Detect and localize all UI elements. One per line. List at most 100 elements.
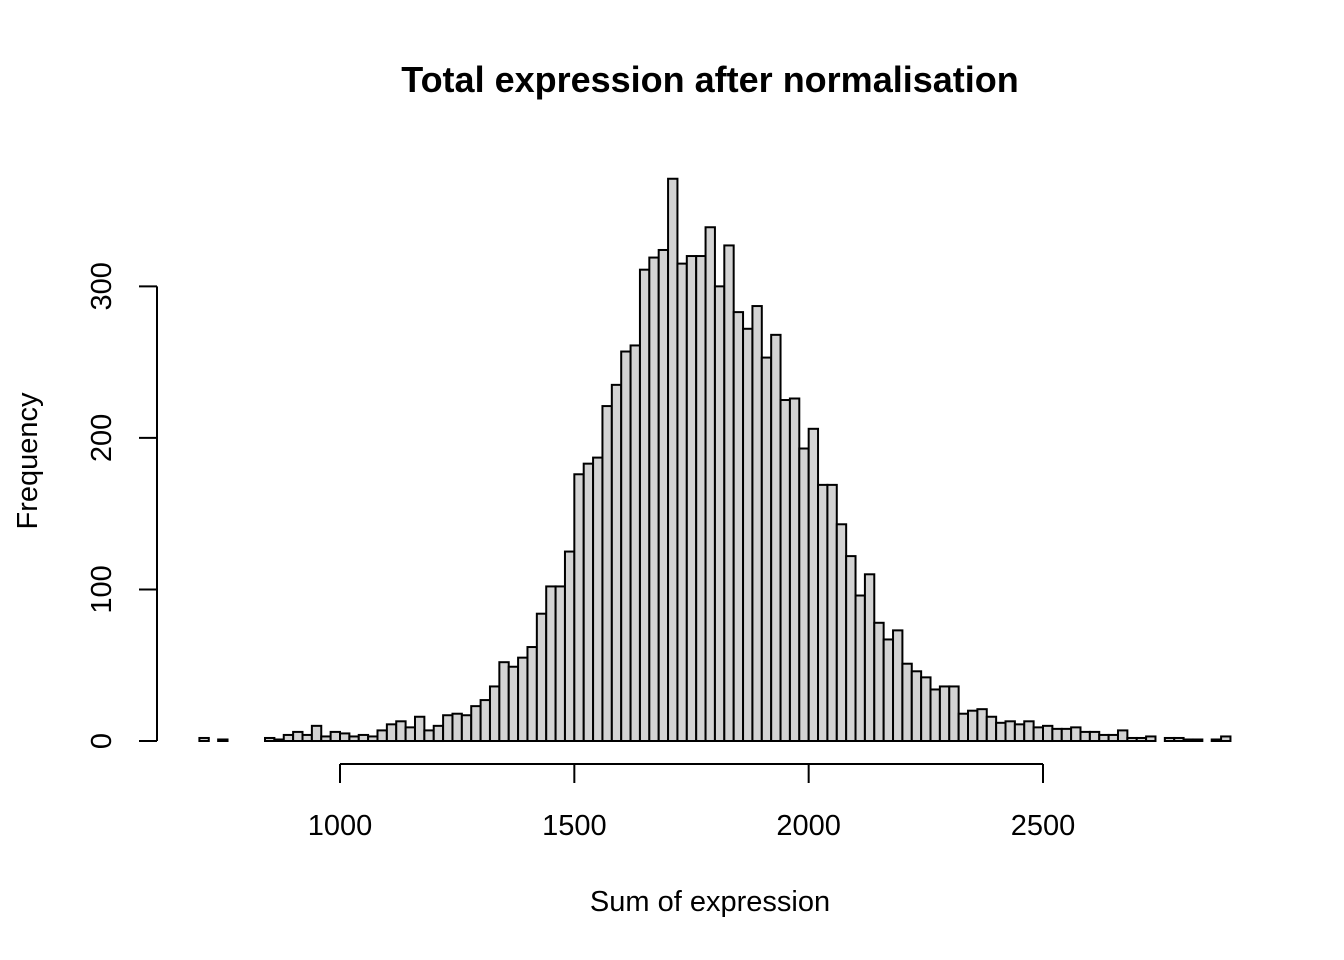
histogram-bar [995,721,1007,742]
x-axis: 1000 1500 2000 2500 [308,763,1076,842]
histogram-bar [1004,720,1016,742]
histogram-bar [723,244,735,742]
histogram-bar [498,661,510,742]
histogram-bar [1088,730,1101,742]
histogram-bar [770,333,782,742]
histogram-bar [638,268,651,742]
histogram-bar [1079,730,1091,742]
histogram-bar [357,733,370,743]
y-tick-label: 200 [86,414,118,462]
histogram-bar [479,699,491,743]
histogram-bar [685,255,698,742]
histogram-bar [732,311,745,742]
histogram-bar [826,483,838,742]
histogram-bar [545,585,557,742]
histogram-bar [517,656,529,743]
histogram-bar [1051,727,1063,743]
histogram-bar [967,709,979,743]
histogram-bar [938,685,951,743]
y-tick-label: 300 [86,262,118,310]
histogram-bar [667,177,679,742]
histogram-bar [676,262,688,742]
histogram-bar [1135,736,1148,742]
histogram-bar [873,621,885,742]
y-tick-label: 0 [86,733,118,749]
histogram-bar [292,730,304,742]
x-axis-label: Sum of expression [590,886,830,918]
histogram-bar [1116,729,1129,743]
histogram-bar [526,646,538,742]
histogram-bar [854,594,866,743]
histogram-bar [1126,736,1138,742]
y-axis: 0 100 200 300 [86,262,158,749]
y-tick-label: 100 [86,565,118,613]
histogram-bar [432,724,445,743]
histogram-bar [198,736,210,742]
histogram-bar [695,255,707,742]
histogram-bar [592,456,604,742]
histogram-bar [901,662,913,743]
histogram-bar [264,736,276,742]
histogram-bar [423,729,435,743]
histogram-bar [1070,726,1082,742]
histogram-bar [404,726,416,742]
histogram-bar [910,670,923,742]
histogram-bar [1032,726,1045,742]
histogram-bar [835,523,848,743]
histogram-bar [957,712,970,742]
histogram-bar [376,729,388,743]
histogram-bar [1182,738,1194,742]
histogram-bar [367,735,379,743]
bars-group [198,177,1232,743]
histogram-bar [573,473,585,742]
histogram-bar [273,738,285,742]
histogram-bar [320,735,332,743]
histogram-bar [610,383,623,742]
histogram-bar [629,344,641,742]
histogram-bar [563,550,576,742]
histogram-bar [892,629,904,742]
histogram-bar [920,676,932,742]
histogram-bar [985,715,998,742]
histogram-bar [620,350,632,742]
histogram-bar [1042,724,1054,743]
histogram-bar [488,685,501,743]
histogram-bar [863,573,876,742]
histogram-bar [1107,733,1119,743]
histogram-bar [1173,736,1185,742]
histogram-bar [1060,727,1073,743]
histogram-bar [1023,720,1035,742]
x-tick-label: 1500 [542,810,607,842]
histogram-bar [395,720,407,742]
histogram-bar [760,356,773,742]
histogram-bar [1191,738,1204,742]
histogram-bar [704,226,716,742]
histogram-bar [282,733,295,743]
histogram-bar [929,688,941,742]
y-axis-label: Frequency [12,392,44,530]
histogram-bar [845,555,857,742]
histogram-bar [217,738,229,742]
histogram-bar [779,399,791,742]
x-tick-label: 2500 [1011,810,1076,842]
histogram-bar [1220,735,1232,743]
x-tick-label: 1000 [308,810,373,842]
histogram-bar [442,714,454,742]
histogram-bar [385,723,398,743]
histogram-bar [657,248,670,742]
histogram-bar [882,638,895,743]
histogram-bar [1210,738,1223,742]
histogram-bar [713,285,726,742]
histogram-bar [601,405,613,742]
histogram-bar [788,397,801,742]
histogram-bar [451,712,463,742]
histogram-bar [310,724,323,743]
histogram-bar [976,708,988,742]
histogram-bar [948,685,960,743]
histogram-bar [582,462,595,742]
histogram-bar [470,705,482,743]
x-tick-label: 2000 [776,810,841,842]
histogram-bar [329,730,342,742]
histogram-bar [554,585,566,742]
